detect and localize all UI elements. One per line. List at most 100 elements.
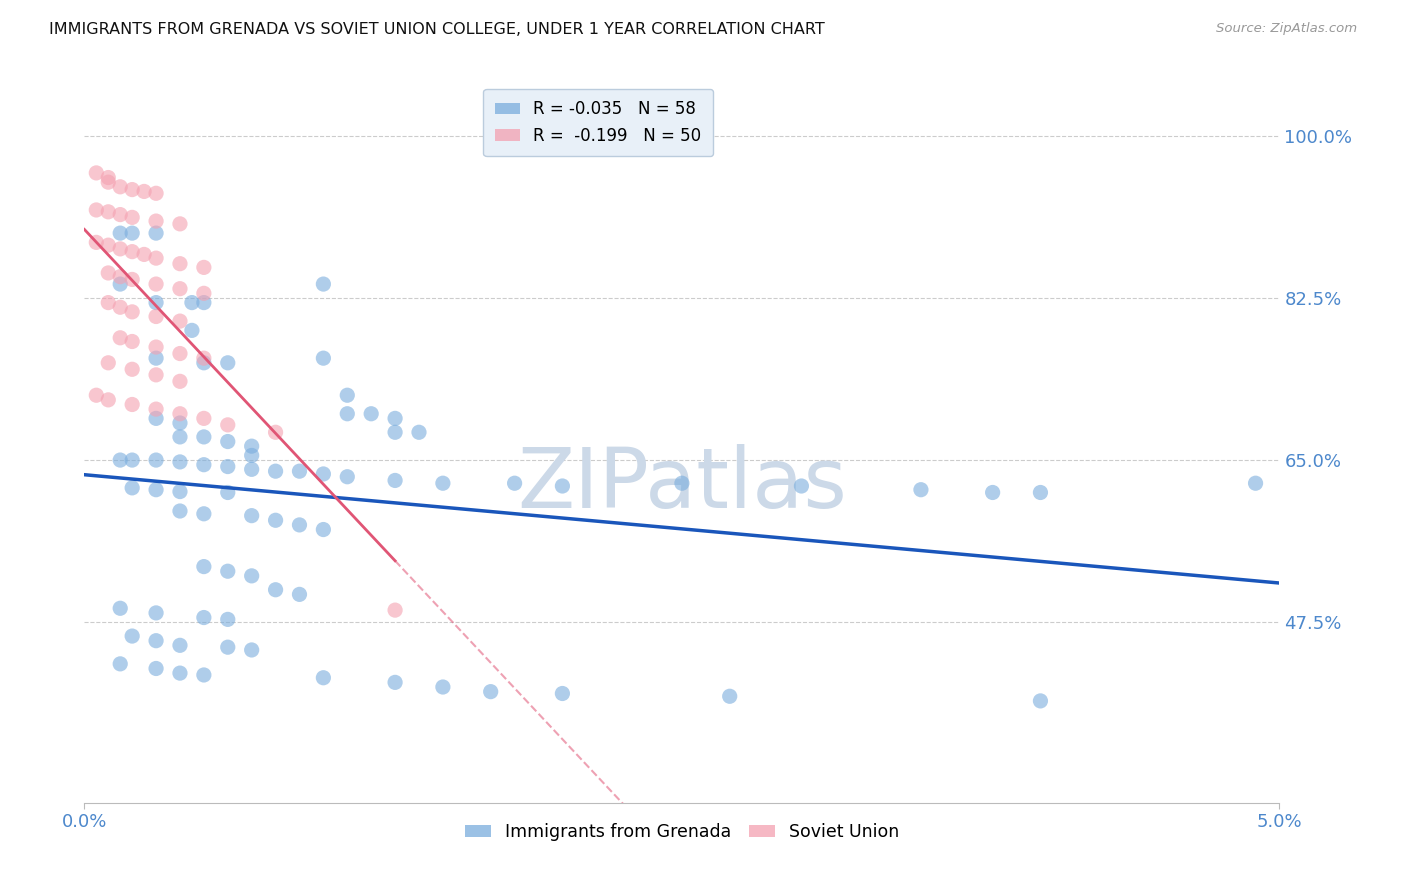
Point — [145, 226, 167, 240]
Point — [145, 633, 167, 648]
Point — [408, 425, 430, 440]
Point — [312, 351, 335, 366]
Point — [121, 211, 143, 225]
Point — [145, 411, 167, 425]
Text: IMMIGRANTS FROM GRENADA VS SOVIET UNION COLLEGE, UNDER 1 YEAR CORRELATION CHART: IMMIGRANTS FROM GRENADA VS SOVIET UNION … — [49, 22, 825, 37]
Point — [145, 186, 167, 201]
Point — [193, 351, 215, 366]
Point — [240, 569, 263, 583]
Point — [217, 640, 239, 655]
Point — [193, 668, 215, 682]
Point — [181, 295, 204, 310]
Point — [288, 464, 311, 478]
Point — [217, 564, 239, 578]
Point — [121, 272, 143, 286]
Point — [169, 638, 191, 652]
Point — [145, 368, 167, 382]
Text: ZIPatlas: ZIPatlas — [517, 444, 846, 525]
Point — [336, 469, 359, 483]
Point — [169, 455, 191, 469]
Point — [169, 217, 191, 231]
Point — [193, 356, 215, 370]
Point — [240, 439, 263, 453]
Point — [384, 675, 406, 690]
Point — [110, 300, 132, 314]
Point — [110, 657, 132, 671]
Point — [121, 305, 143, 319]
Point — [193, 507, 215, 521]
Point — [121, 629, 143, 643]
Point — [145, 606, 167, 620]
Point — [110, 179, 132, 194]
Point — [169, 346, 191, 360]
Point — [121, 244, 143, 259]
Point — [145, 277, 167, 291]
Point — [336, 388, 359, 402]
Point — [110, 226, 132, 240]
Point — [240, 643, 263, 657]
Point — [312, 467, 335, 481]
Point — [240, 462, 263, 476]
Point — [312, 671, 335, 685]
Point — [110, 453, 132, 467]
Point — [145, 453, 167, 467]
Point — [110, 601, 132, 615]
Point — [181, 323, 204, 337]
Point — [169, 666, 191, 681]
Point — [264, 464, 287, 478]
Point — [336, 407, 359, 421]
Point — [97, 175, 120, 189]
Point — [169, 484, 191, 499]
Text: Source: ZipAtlas.com: Source: ZipAtlas.com — [1216, 22, 1357, 36]
Point — [145, 483, 167, 497]
Point — [97, 238, 120, 252]
Point — [217, 612, 239, 626]
Point — [121, 453, 143, 467]
Point — [132, 247, 156, 261]
Point — [910, 483, 932, 497]
Point — [360, 407, 382, 421]
Point — [193, 430, 215, 444]
Point — [121, 226, 143, 240]
Point — [110, 331, 132, 345]
Point — [97, 392, 120, 407]
Point — [217, 434, 239, 449]
Point — [169, 282, 191, 296]
Point — [193, 295, 215, 310]
Point — [86, 388, 108, 402]
Point — [86, 166, 108, 180]
Point — [981, 485, 1004, 500]
Point — [432, 680, 454, 694]
Point — [121, 334, 143, 349]
Point — [193, 411, 215, 425]
Point — [169, 407, 191, 421]
Point — [193, 286, 215, 301]
Point — [384, 425, 406, 440]
Point — [97, 266, 120, 280]
Point — [288, 517, 311, 532]
Point — [121, 362, 143, 376]
Point — [169, 504, 191, 518]
Point — [217, 459, 239, 474]
Point — [110, 269, 132, 284]
Point — [288, 587, 311, 601]
Legend: Immigrants from Grenada, Soviet Union: Immigrants from Grenada, Soviet Union — [458, 816, 905, 848]
Point — [121, 481, 143, 495]
Point — [121, 183, 143, 197]
Point — [217, 356, 239, 370]
Point — [145, 402, 167, 417]
Point — [551, 479, 574, 493]
Point — [86, 202, 108, 217]
Point — [671, 476, 693, 491]
Point — [110, 208, 132, 222]
Point — [1029, 485, 1052, 500]
Point — [217, 485, 239, 500]
Point — [121, 397, 143, 411]
Point — [551, 686, 574, 700]
Point — [193, 260, 215, 275]
Point — [240, 508, 263, 523]
Point — [145, 351, 167, 366]
Point — [86, 235, 108, 250]
Point — [145, 295, 167, 310]
Point — [110, 242, 132, 256]
